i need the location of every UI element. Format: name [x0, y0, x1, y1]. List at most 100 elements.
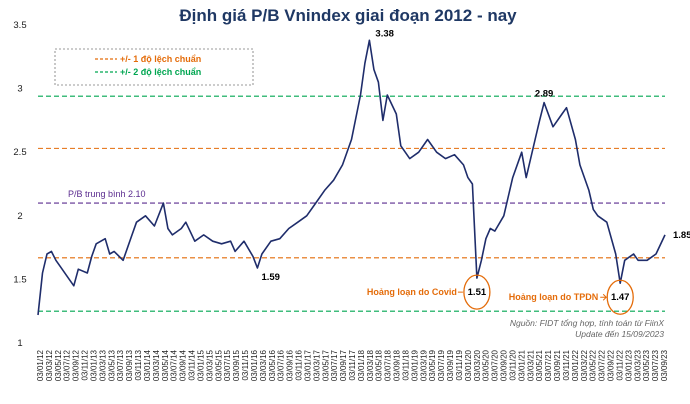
series-line: [37, 39, 666, 316]
legend: +/- 1 độ lệch chuẩn +/- 2 độ lệch chuẩn: [54, 48, 254, 86]
source-line: Nguồn: FIDT tổng hợp, tính toán từ FiinX: [510, 318, 664, 328]
x-tick-label: 03/01/14: [143, 349, 152, 381]
x-tick-label: 03/03/12: [45, 349, 54, 381]
x-tick-label: 03/09/13: [125, 349, 134, 381]
x-tick-label: 03/11/15: [241, 349, 250, 380]
x-tick-label: 03/07/12: [63, 349, 72, 381]
legend-box: [54, 48, 254, 86]
x-tick-label: 03/11/13: [134, 349, 143, 380]
y-tick-label: 1.5: [13, 274, 26, 285]
x-tick-label: 03/11/18: [402, 349, 411, 380]
x-tick-label: 03/09/14: [179, 349, 188, 381]
x-tick-label: 03/01/21: [517, 349, 526, 381]
x-tick-label: 03/11/14: [188, 349, 197, 380]
x-tick-label: 03/11/19: [455, 349, 464, 380]
reference-lines: P/B trung bình 2.10: [38, 95, 665, 312]
x-tick-label: 03/03/13: [98, 349, 107, 381]
chart-title: Định giá P/B Vnindex giai đoạn 2012 - na…: [179, 6, 517, 25]
y-tick-label: 2: [17, 211, 22, 222]
x-tick-label: 03/05/12: [54, 349, 63, 381]
x-axis: 03/01/12 03/03/12 03/05/12 03/07/12 03/09/12…: [36, 349, 669, 381]
x-tick-label: 03/07/18: [384, 349, 393, 381]
x-tick-label: 03/01/19: [410, 349, 419, 381]
x-tick-label: 03/01/12: [36, 349, 45, 381]
value-label: 1.51: [468, 287, 487, 298]
legend-entry: +/- 1 độ lệch chuẩn: [120, 54, 201, 64]
value-label: 3.38: [375, 28, 394, 39]
x-tick-label: 03/01/20: [464, 349, 473, 381]
x-tick-label: 03/03/15: [205, 349, 214, 381]
x-tick-label: 03/03/18: [366, 349, 375, 381]
y-tick-label: 3: [17, 84, 22, 95]
x-tick-label: 03/07/17: [330, 349, 339, 381]
x-tick-label: 03/07/22: [598, 349, 607, 381]
x-tick-label: 03/05/20: [482, 349, 491, 381]
highlight-circle: [606, 279, 634, 315]
x-tick-label: 03/07/13: [116, 349, 125, 381]
x-tick-label: 03/05/15: [214, 349, 223, 381]
x-tick-label: 03/09/12: [72, 349, 81, 381]
annotations: 3.38 1.59 2.89 1.85 1.51 1.47 Hoảng loạn do Co…: [261, 28, 690, 315]
x-tick-label: 03/03/22: [580, 349, 589, 381]
x-tick-label: 03/05/13: [107, 349, 116, 381]
x-tick-label: 03/05/16: [268, 349, 277, 381]
x-tick-label: 03/05/21: [535, 349, 544, 381]
x-tick-label: 03/09/16: [286, 349, 295, 381]
x-tick-label: 03/01/18: [357, 349, 366, 381]
x-tick-label: 03/07/20: [491, 349, 500, 381]
value-label: 1.47: [611, 292, 630, 303]
value-label: 1.85: [673, 230, 690, 241]
x-tick-label: 03/03/14: [152, 349, 161, 381]
x-tick-label: 03/03/21: [526, 349, 535, 381]
x-tick-label: 03/03/23: [633, 349, 642, 381]
x-tick-label: 03/09/18: [393, 349, 402, 381]
x-tick-label: 03/07/23: [651, 349, 660, 381]
x-tick-label: 03/05/22: [589, 349, 598, 381]
x-tick-label: 03/05/18: [375, 349, 384, 381]
x-tick-label: 03/11/16: [295, 349, 304, 380]
x-tick-label: 03/01/17: [303, 349, 312, 381]
x-tick-label: 03/11/22: [615, 349, 624, 380]
highlight-circle: [463, 274, 491, 310]
x-tick-label: 03/05/14: [161, 349, 170, 381]
x-tick-label: 03/01/16: [250, 349, 259, 381]
x-tick-label: 03/07/14: [170, 349, 179, 381]
x-tick-label: 03/01/22: [571, 349, 580, 381]
x-tick-label: 03/03/19: [419, 349, 428, 381]
x-tick-label: 03/01/13: [90, 349, 99, 381]
x-tick-label: 03/05/17: [321, 349, 330, 381]
x-tick-label: 03/01/23: [624, 349, 633, 381]
callout-arrow: [600, 293, 607, 301]
reference-line-label: P/B trung bình 2.10: [68, 189, 146, 199]
x-tick-label: 03/03/16: [259, 349, 268, 381]
x-tick-label: 03/09/21: [553, 349, 562, 381]
x-tick-label: 03/03/20: [473, 349, 482, 381]
x-tick-label: 03/11/21: [562, 349, 571, 380]
x-tick-label: 03/05/19: [428, 349, 437, 381]
y-axis: 1 1.5 2 2.5 3 3.5: [13, 20, 26, 349]
y-tick-label: 1: [17, 338, 22, 349]
x-tick-label: 03/05/23: [642, 349, 651, 381]
x-tick-label: 03/09/22: [607, 349, 616, 381]
x-tick-label: 03/09/19: [446, 349, 455, 381]
x-tick-label: 03/11/20: [509, 349, 518, 380]
x-tick-label: 03/07/16: [277, 349, 286, 381]
x-tick-label: 03/07/15: [223, 349, 232, 381]
x-tick-label: 03/11/12: [81, 349, 90, 380]
covid-callout: Hoảng loạn do Covid: [367, 287, 457, 297]
value-label: 1.59: [261, 272, 280, 283]
x-tick-label: 03/03/17: [312, 349, 321, 381]
y-tick-label: 3.5: [13, 20, 26, 31]
x-tick-label: 03/09/20: [500, 349, 509, 381]
value-label: 2.89: [535, 89, 554, 100]
x-tick-label: 03/07/19: [437, 349, 446, 381]
x-tick-label: 03/09/17: [339, 349, 348, 381]
tpdn-callout: Hoảng loạn do TPDN: [509, 292, 599, 302]
legend-entry: +/- 2 độ lệch chuẩn: [120, 67, 201, 77]
x-tick-label: 03/09/23: [660, 349, 669, 381]
x-tick-label: 03/07/21: [544, 349, 553, 381]
y-tick-label: 2.5: [13, 147, 26, 158]
source-note: Nguồn: FIDT tổng hợp, tính toán từ FiinX…: [510, 318, 664, 339]
